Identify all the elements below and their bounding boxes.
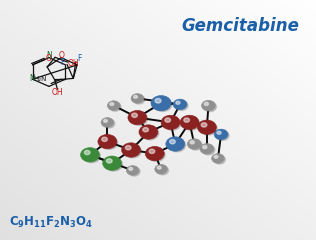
- Circle shape: [214, 129, 228, 140]
- Text: N: N: [46, 51, 52, 60]
- Circle shape: [128, 110, 147, 125]
- Circle shape: [100, 136, 118, 150]
- Circle shape: [155, 98, 161, 103]
- Circle shape: [133, 95, 145, 104]
- Circle shape: [170, 139, 175, 144]
- Text: O: O: [46, 54, 51, 63]
- Circle shape: [126, 166, 139, 175]
- Circle shape: [166, 137, 185, 151]
- Circle shape: [182, 117, 200, 130]
- Circle shape: [184, 118, 190, 122]
- Circle shape: [102, 137, 107, 141]
- Circle shape: [214, 156, 218, 158]
- Text: F: F: [60, 58, 65, 66]
- Circle shape: [175, 101, 188, 110]
- Circle shape: [124, 144, 141, 158]
- Circle shape: [139, 125, 158, 139]
- Circle shape: [130, 112, 148, 126]
- Circle shape: [161, 115, 180, 130]
- Text: Gemcitabine: Gemcitabine: [181, 17, 299, 35]
- Circle shape: [131, 94, 144, 103]
- Circle shape: [132, 113, 137, 117]
- Circle shape: [103, 119, 115, 128]
- Circle shape: [204, 102, 216, 112]
- Circle shape: [143, 127, 149, 132]
- Circle shape: [173, 99, 187, 110]
- Circle shape: [190, 141, 194, 144]
- Circle shape: [163, 117, 181, 130]
- Circle shape: [107, 101, 120, 110]
- Circle shape: [84, 150, 90, 155]
- Circle shape: [204, 102, 209, 106]
- Circle shape: [202, 145, 215, 155]
- Circle shape: [216, 131, 229, 140]
- Circle shape: [201, 123, 207, 127]
- Circle shape: [189, 140, 202, 150]
- Circle shape: [157, 166, 168, 175]
- Text: OH: OH: [68, 59, 79, 68]
- Circle shape: [125, 145, 131, 150]
- Circle shape: [200, 122, 217, 135]
- Circle shape: [165, 118, 171, 122]
- Text: F: F: [77, 54, 81, 63]
- Circle shape: [176, 101, 180, 104]
- Circle shape: [129, 168, 133, 170]
- Circle shape: [122, 143, 141, 157]
- Circle shape: [155, 164, 167, 174]
- Circle shape: [110, 103, 114, 106]
- Text: $\mathbf{C_9H_{11}F_2N_3O_4}$: $\mathbf{C_9H_{11}F_2N_3O_4}$: [9, 215, 94, 230]
- Circle shape: [104, 120, 107, 122]
- Circle shape: [202, 100, 216, 111]
- Circle shape: [106, 159, 112, 163]
- Circle shape: [151, 96, 171, 111]
- Circle shape: [187, 139, 201, 149]
- Circle shape: [145, 146, 164, 161]
- Circle shape: [128, 167, 140, 176]
- Circle shape: [203, 145, 207, 149]
- Circle shape: [217, 131, 221, 134]
- Circle shape: [134, 96, 137, 98]
- Circle shape: [214, 155, 225, 164]
- Circle shape: [105, 158, 122, 171]
- Circle shape: [180, 115, 199, 130]
- Text: OH: OH: [52, 88, 63, 97]
- Circle shape: [168, 138, 185, 152]
- Circle shape: [200, 144, 214, 154]
- Text: N: N: [30, 74, 35, 83]
- Circle shape: [83, 149, 100, 163]
- Circle shape: [103, 156, 122, 170]
- Circle shape: [153, 97, 172, 111]
- Circle shape: [109, 102, 121, 111]
- Circle shape: [198, 120, 216, 134]
- Circle shape: [81, 148, 100, 162]
- Circle shape: [101, 118, 114, 127]
- Circle shape: [141, 126, 159, 140]
- Text: H₂N: H₂N: [34, 76, 47, 82]
- Circle shape: [148, 148, 165, 162]
- Circle shape: [149, 149, 155, 153]
- Circle shape: [212, 154, 224, 163]
- Text: O: O: [58, 51, 64, 60]
- Circle shape: [157, 166, 161, 169]
- Circle shape: [98, 134, 117, 149]
